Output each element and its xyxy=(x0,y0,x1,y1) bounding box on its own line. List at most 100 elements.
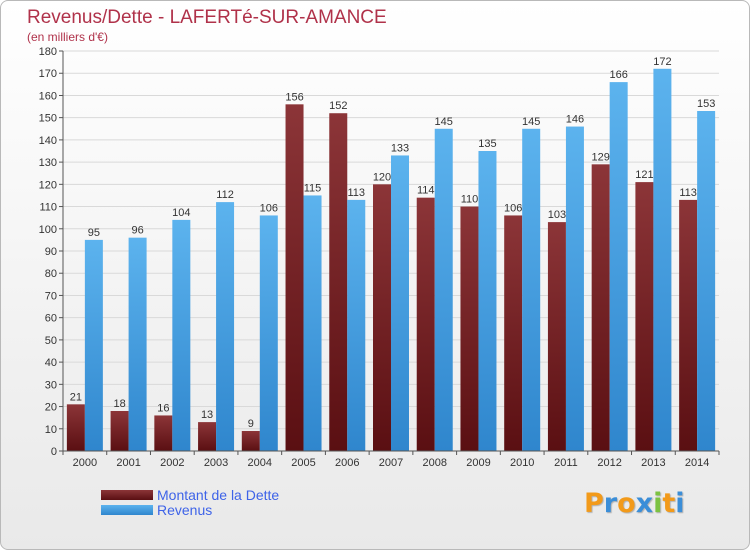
data-label-debt: 103 xyxy=(548,209,566,221)
y-tick-label: 150 xyxy=(39,113,57,125)
data-label-debt: 152 xyxy=(329,100,347,112)
y-tick-label: 70 xyxy=(45,290,57,302)
bar-debt xyxy=(198,422,217,451)
data-label-debt: 129 xyxy=(591,151,609,163)
bar-revenue xyxy=(391,155,409,451)
legend-label-revenue: Revenus xyxy=(157,502,213,518)
y-tick-label: 120 xyxy=(39,179,57,191)
data-label-revenue: 112 xyxy=(216,189,234,201)
data-label-revenue: 135 xyxy=(478,138,496,150)
x-tick-label: 2008 xyxy=(422,457,446,469)
logo-letter: o xyxy=(617,488,636,519)
y-tick-label: 170 xyxy=(39,68,57,80)
x-tick-label: 2000 xyxy=(73,457,97,469)
legend-swatch-revenue xyxy=(101,505,153,515)
bar-revenue xyxy=(565,126,584,452)
x-tick-label: 2013 xyxy=(641,457,665,469)
data-label-revenue: 172 xyxy=(653,56,671,68)
data-label-revenue: 95 xyxy=(88,227,100,239)
y-tick-label: 20 xyxy=(45,402,57,414)
logo-letter: P xyxy=(584,488,604,519)
bar-revenue xyxy=(128,237,147,451)
bar-revenue xyxy=(653,68,672,452)
x-tick-label: 2004 xyxy=(248,457,272,469)
bar-debt xyxy=(635,182,654,451)
bar-debt xyxy=(416,197,435,451)
data-label-debt: 9 xyxy=(248,418,254,430)
y-tick-label: 10 xyxy=(45,424,57,436)
legend-swatch-debt xyxy=(101,490,153,500)
proxiti-logo: Proxiti xyxy=(584,488,685,519)
y-tick-label: 110 xyxy=(39,202,57,214)
bar-revenue xyxy=(478,151,497,451)
bar-revenue xyxy=(522,128,541,451)
x-tick-label: 2009 xyxy=(466,457,490,469)
bar-revenue xyxy=(347,199,366,451)
data-label-revenue: 133 xyxy=(391,142,409,154)
y-tick-label: 90 xyxy=(45,246,57,258)
data-label-revenue: 166 xyxy=(609,69,627,81)
logo-letter: i xyxy=(653,488,663,519)
bar-debt xyxy=(110,411,129,451)
bar-debt xyxy=(591,164,610,452)
data-label-revenue: 145 xyxy=(522,116,540,128)
y-tick-label: 100 xyxy=(39,224,57,236)
x-tick-label: 2001 xyxy=(116,457,140,469)
y-tick-label: 160 xyxy=(39,90,57,102)
x-tick-label: 2005 xyxy=(291,457,315,469)
x-tick-label: 2007 xyxy=(379,457,403,469)
logo-letter: r xyxy=(603,488,618,519)
bar-debt xyxy=(460,206,479,451)
data-label-debt: 156 xyxy=(285,91,303,103)
data-label-debt: 121 xyxy=(635,169,653,181)
x-tick-label: 2006 xyxy=(335,457,359,469)
bar-revenue xyxy=(172,219,191,451)
data-labels: 21 95 18 96 16 104 13 112 9 106 156 115 152 113 120 133… xyxy=(70,56,716,430)
bar-revenue xyxy=(697,111,716,451)
x-tick-label: 2010 xyxy=(510,457,534,469)
data-label-debt: 18 xyxy=(113,398,125,410)
x-tick-label: 2012 xyxy=(597,457,621,469)
data-label-revenue: 106 xyxy=(260,202,278,214)
data-label-revenue: 96 xyxy=(131,225,143,237)
bar-debt xyxy=(329,113,348,451)
data-label-debt: 110 xyxy=(461,194,479,206)
bar-revenue xyxy=(434,128,453,451)
logo-letter: x xyxy=(635,488,654,519)
legend-label-debt: Montant de la Dette xyxy=(157,487,280,503)
chart-subtitle: (en milliers d'€) xyxy=(27,30,108,44)
x-tick-label: 2003 xyxy=(204,457,228,469)
bar-revenue xyxy=(303,195,322,451)
data-label-revenue: 113 xyxy=(347,187,365,199)
bar-debt xyxy=(66,404,85,451)
chart-title: Revenus/Dette - LAFERTé-SUR-AMANCE xyxy=(27,7,387,28)
bar-debt xyxy=(679,199,698,451)
y-tick-label: 40 xyxy=(45,357,57,369)
y-tick-label: 30 xyxy=(45,379,57,391)
bars xyxy=(66,68,716,452)
data-label-revenue: 145 xyxy=(435,116,453,128)
y-tick-label: 60 xyxy=(45,313,57,325)
data-label-debt: 16 xyxy=(157,402,169,414)
y-tick-label: 130 xyxy=(39,157,57,169)
data-label-debt: 106 xyxy=(504,202,522,214)
data-label-debt: 113 xyxy=(679,187,697,199)
y-tick-label: 140 xyxy=(39,135,57,147)
data-label-revenue: 104 xyxy=(172,207,190,219)
y-tick-label: 180 xyxy=(39,46,57,58)
x-tick-label: 2011 xyxy=(554,457,578,469)
data-label-debt: 21 xyxy=(70,391,82,403)
data-label-revenue: 146 xyxy=(566,114,584,126)
data-label-revenue: 153 xyxy=(697,98,715,110)
x-tick-label: 2014 xyxy=(685,457,709,469)
x-tick-label: 2002 xyxy=(160,457,184,469)
bar-revenue xyxy=(216,202,235,451)
bar-debt xyxy=(504,215,523,451)
bar-debt xyxy=(285,104,304,451)
bar-debt xyxy=(154,415,173,451)
logo-letter: i xyxy=(675,488,685,519)
bar-revenue xyxy=(609,82,628,451)
data-label-debt: 114 xyxy=(417,185,435,197)
